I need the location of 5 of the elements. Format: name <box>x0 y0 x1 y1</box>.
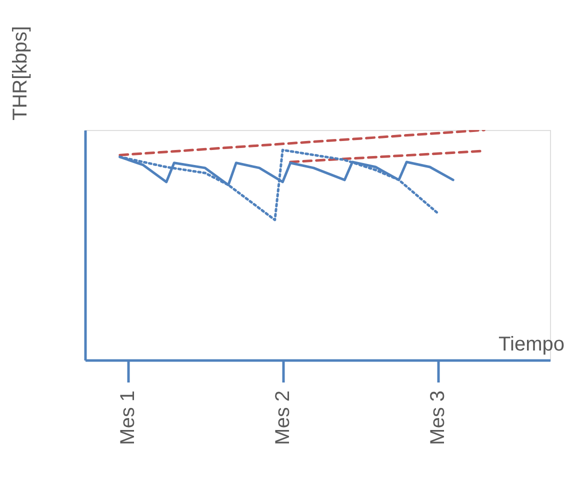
x-tick-label: Mes 3 <box>427 390 450 445</box>
y-axis-title: THR[kbps] <box>10 26 32 120</box>
x-axis-title: Tiempo <box>498 334 564 356</box>
x-tick-label: Mes 2 <box>272 390 294 445</box>
x-tick-label: Mes 1 <box>117 390 140 445</box>
